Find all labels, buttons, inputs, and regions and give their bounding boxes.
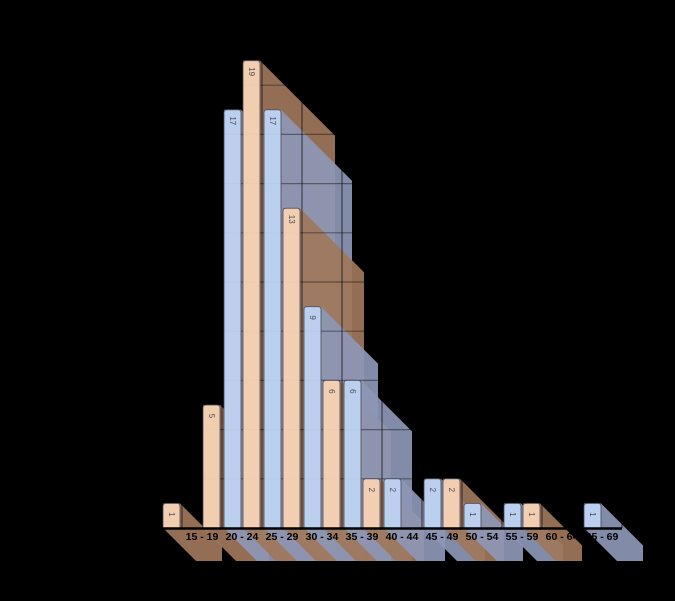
bar-value-label: 13 bbox=[287, 215, 296, 224]
bar-value-label: 19 bbox=[247, 67, 256, 76]
bar-orange-series-30 - 34 bbox=[322, 379, 341, 529]
bar-blue-series-30 - 34 bbox=[303, 306, 322, 529]
x-axis-label: 35 - 39 bbox=[346, 531, 379, 543]
bar-blue-series-50 - 54 bbox=[463, 502, 482, 529]
x-axis-label: 45 - 49 bbox=[426, 531, 459, 543]
bar-blue-series-25 - 29 bbox=[263, 109, 282, 529]
bar-value-label: 9 bbox=[308, 315, 317, 320]
x-axis-label: 65 - 69 bbox=[586, 531, 619, 543]
bar-value-label: 6 bbox=[348, 389, 357, 394]
bar-blue-series-20 - 24 bbox=[223, 109, 242, 529]
label-layer: 15 - 19 20 - 24 25 - 29 30 - 34 35 - 39 40 - … bbox=[186, 531, 619, 543]
bar-orange-series-55 - 59 bbox=[522, 502, 541, 529]
bar-blue-series-40 - 44 bbox=[383, 478, 402, 529]
bar-value-label: 1 bbox=[527, 512, 536, 517]
bar-value-label: 1 bbox=[468, 512, 477, 517]
bar-value-label: 2 bbox=[447, 488, 456, 493]
bar-value-label: 17 bbox=[228, 116, 237, 125]
bar-blue-series-35 - 39 bbox=[343, 379, 362, 529]
bar-value-label: 1 bbox=[167, 512, 176, 517]
bar-value-label: 1 bbox=[588, 512, 597, 517]
bar-orange-series-25 - 29 bbox=[282, 207, 301, 529]
bar-value-label: 2 bbox=[388, 488, 397, 493]
bar-value-label: 17 bbox=[268, 116, 277, 125]
x-axis-label: 50 - 54 bbox=[466, 531, 499, 543]
x-axis-label: 30 - 34 bbox=[306, 531, 339, 543]
x-axis-label: 15 - 19 bbox=[186, 531, 219, 543]
bar-blue-series-55 - 59 bbox=[503, 502, 522, 529]
x-axis-label: 40 - 44 bbox=[386, 531, 419, 543]
x-axis-label: 60 - 64 bbox=[546, 531, 579, 543]
x-axis-label: 55 - 59 bbox=[506, 531, 539, 543]
bar-orange-series-15 - 19 bbox=[202, 404, 221, 529]
bar-value-label: 6 bbox=[327, 389, 336, 394]
bar-orange-series-35 - 39 bbox=[362, 478, 381, 529]
bar-blue-series-45 - 49 bbox=[423, 478, 442, 529]
bar-blue-series-65 - 69 bbox=[583, 502, 602, 529]
bar-orange-series-20 - 24 bbox=[242, 60, 261, 529]
gridline-layer bbox=[141, 55, 623, 528]
bar-value-label: 2 bbox=[428, 488, 437, 493]
bar-value-label: 1 bbox=[508, 512, 517, 517]
x-axis-label: 25 - 29 bbox=[266, 531, 299, 543]
bar-orange-series-cat0 bbox=[162, 502, 181, 529]
bar-value-label: 5 bbox=[207, 414, 216, 419]
x-axis-label: 20 - 24 bbox=[226, 531, 259, 543]
bar-value-label: 2 bbox=[367, 488, 376, 493]
bar-orange-series-45 - 49 bbox=[442, 478, 461, 529]
